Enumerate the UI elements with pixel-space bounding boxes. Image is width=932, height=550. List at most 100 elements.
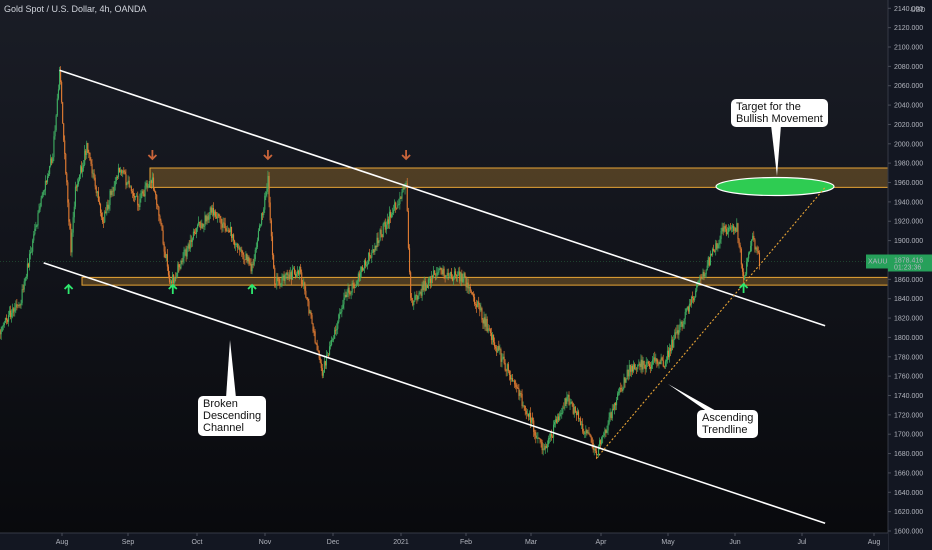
chart-title: Gold Spot / U.S. Dollar, 4h, OANDA [4, 4, 147, 14]
candle-body [359, 272, 361, 278]
candle-body [452, 278, 455, 281]
candle-body [355, 284, 357, 287]
candle-body [456, 274, 458, 277]
candle-body [597, 446, 600, 455]
candle-body [608, 417, 610, 424]
candle-body [432, 276, 434, 279]
candle-body [748, 253, 750, 259]
candle-body [678, 329, 680, 335]
candle-body [281, 277, 283, 285]
candle-body [599, 440, 601, 447]
candle-body [296, 273, 298, 277]
candle-body [618, 391, 620, 394]
target-ellipse [715, 176, 835, 197]
candle-body [512, 378, 514, 382]
candle-body [551, 436, 554, 438]
candle-body [573, 406, 575, 414]
candle-body [639, 363, 641, 367]
candle-body [178, 264, 180, 268]
candle-body [478, 301, 480, 305]
candle-body [670, 347, 672, 352]
candle-body [724, 226, 726, 229]
candle-body [330, 345, 332, 347]
candle-body [372, 249, 374, 253]
candle-body [114, 181, 116, 186]
candle-body [216, 216, 218, 219]
candle-body [684, 311, 686, 319]
candle-body [338, 314, 340, 322]
candle-body [210, 207, 212, 213]
candle-body [204, 215, 206, 227]
candle-body [65, 153, 67, 174]
candle-body [470, 291, 472, 293]
candle-body [41, 194, 43, 199]
candle-body [649, 366, 652, 369]
candle-body [308, 301, 310, 314]
candle-body [304, 282, 306, 291]
candle-body [483, 317, 485, 324]
candle-body [96, 191, 98, 194]
candle-body [695, 290, 697, 298]
candle-body [680, 321, 682, 324]
candle-body [733, 225, 735, 231]
candle-body [709, 253, 711, 266]
candle-body [595, 450, 597, 455]
candle-body [35, 225, 37, 229]
y-tick-label: 1900.000 [894, 238, 923, 245]
candle-body [647, 361, 649, 364]
candle-body [235, 244, 237, 246]
candle-body [106, 204, 108, 214]
candle-body [635, 368, 637, 370]
candle-body [423, 281, 425, 291]
candle-body [80, 166, 82, 175]
candle-body [334, 329, 336, 339]
candle-body [554, 422, 556, 425]
candle-body [253, 259, 255, 265]
candle-body [107, 204, 109, 209]
candle-body [129, 186, 131, 188]
candle-body [311, 315, 313, 324]
candle-body [518, 388, 520, 396]
price-axis [888, 0, 932, 550]
candle-body [166, 254, 168, 267]
candle-body [403, 185, 405, 189]
candle-body [0, 331, 2, 335]
candle-body [393, 209, 395, 214]
candle-body [226, 230, 228, 232]
candle-body [79, 174, 81, 181]
candle-body [489, 329, 491, 334]
candle-body [636, 368, 638, 370]
candle-body [117, 167, 120, 178]
candle-body [400, 197, 402, 199]
candle-body [619, 387, 621, 392]
candle-body [567, 395, 569, 397]
candle-body [662, 360, 664, 367]
candle-body [660, 357, 662, 365]
candle-body [717, 244, 719, 249]
candle-body [488, 328, 490, 330]
candle-body [316, 343, 318, 351]
candle-body [261, 213, 263, 225]
candle-body [373, 249, 375, 253]
candle-body [51, 158, 53, 163]
candle-body [230, 226, 233, 238]
candle-body [138, 205, 140, 208]
time-axis-ticks: Aug Sep Oct Nov Dec 2021 Feb Mar Apr May Jun Jul Aug [56, 533, 880, 546]
y-tick-label: 1780.000 [894, 354, 923, 361]
candle-body [513, 380, 515, 382]
candle-body [4, 317, 6, 323]
candle-body [673, 339, 675, 348]
candle-body [90, 160, 92, 164]
candle-body [399, 197, 401, 204]
candle-body [626, 369, 628, 380]
candle-body [266, 188, 268, 192]
candle-body [708, 257, 710, 266]
candle-body [439, 267, 441, 270]
y-tick-label: 1980.000 [894, 161, 923, 168]
candle-body [397, 204, 399, 209]
ticker-label: XAUUSD [868, 258, 897, 265]
trendline-callout: Ascending Trendline [697, 410, 759, 438]
candle-body [179, 267, 181, 269]
candle-body [11, 312, 13, 318]
